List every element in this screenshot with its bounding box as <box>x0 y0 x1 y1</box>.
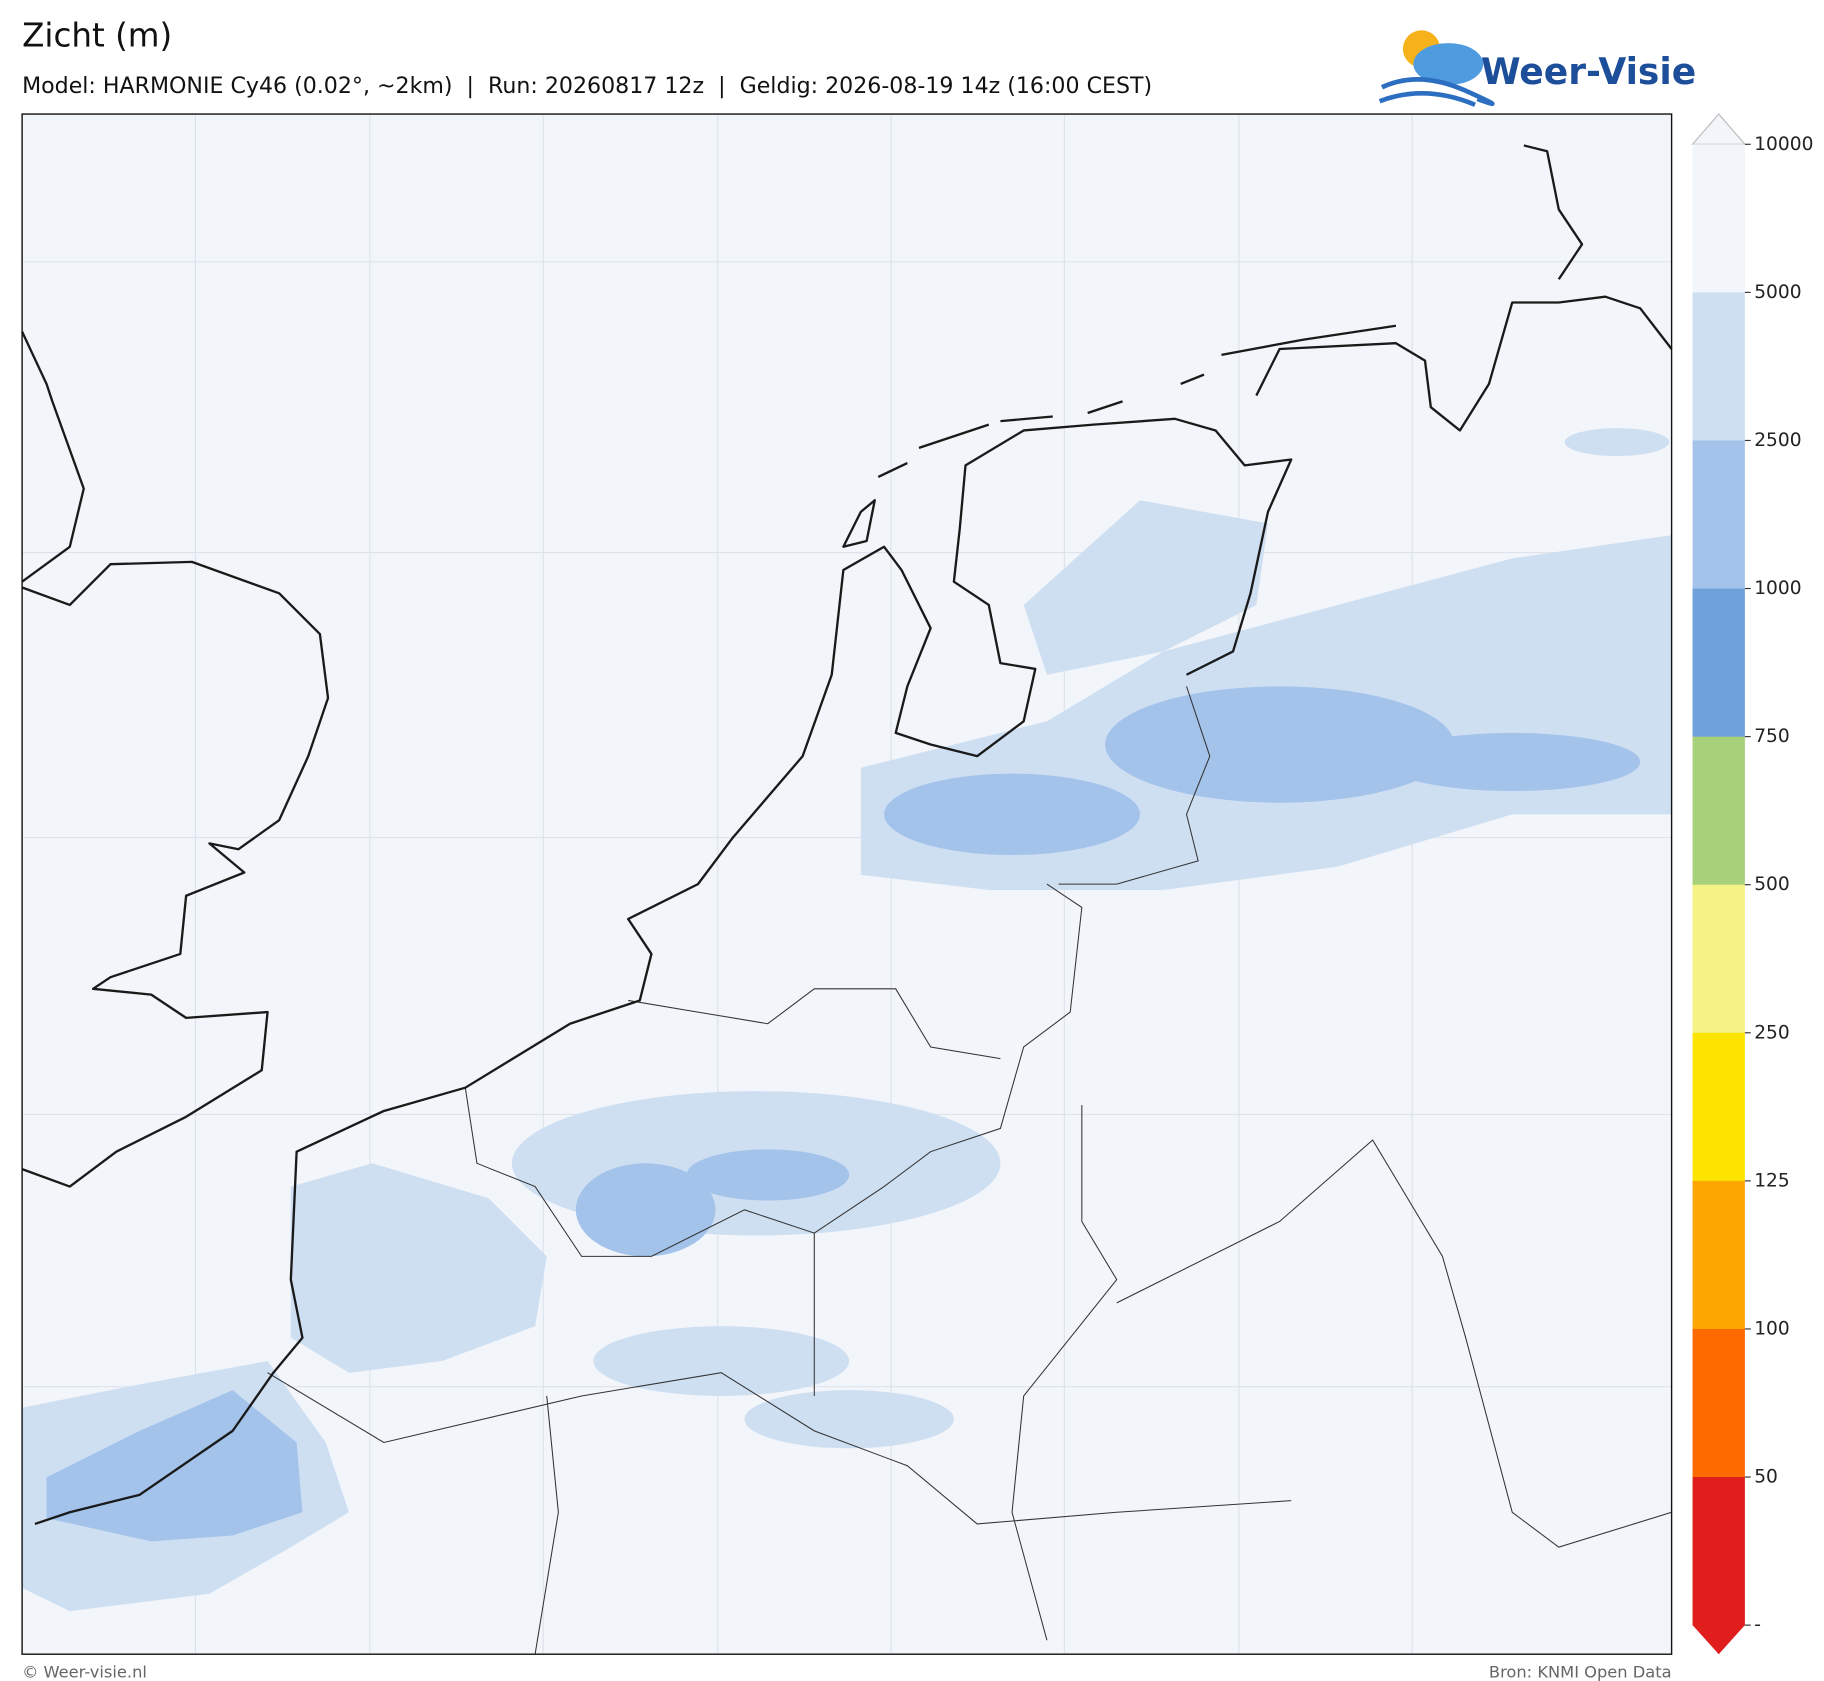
colorbar-label: 500 <box>1754 874 1790 895</box>
subtitle: Model: HARMONIE Cy46 (0.02°, ~2km) | Run… <box>22 73 1152 99</box>
colorbar-segment <box>1692 884 1745 1034</box>
logo-text: Weer-Visie <box>1481 51 1696 93</box>
colorbar-segment <box>1692 1032 1745 1182</box>
colorbar-label: - <box>1754 1615 1761 1636</box>
title: Zicht (m) <box>22 17 172 55</box>
footer-right: Bron: KNMI Open Data <box>1489 1662 1672 1681</box>
colorbar-segment <box>1692 736 1745 886</box>
colorbar-label: 2500 <box>1754 430 1801 451</box>
colorbar-segment <box>1692 588 1745 738</box>
colorbar-label: 100 <box>1754 1318 1790 1339</box>
colorbar-under <box>1692 1625 1745 1655</box>
colorbar-label: 250 <box>1754 1022 1790 1043</box>
colorbar-segment <box>1692 292 1745 442</box>
colorbar-segment <box>1692 1328 1745 1478</box>
colorbar-over <box>1691 113 1747 145</box>
map-frame <box>21 113 1673 1655</box>
colorbar-segment <box>1692 1477 1745 1626</box>
visibility-field <box>22 428 1672 1612</box>
colorbar: 10000 5000 2500 1000 750 500 250 125 100 50 - <box>1691 113 1813 1655</box>
colorbar-segment <box>1692 144 1745 293</box>
colorbar-segment <box>1692 440 1745 590</box>
colorbar-label: 50 <box>1754 1467 1778 1488</box>
colorbar-label: 125 <box>1754 1170 1790 1191</box>
colorbar-label: 750 <box>1754 726 1790 747</box>
logo: Weer-Visie <box>1378 30 1696 107</box>
coastline <box>21 144 1673 1526</box>
colorbar-label: 5000 <box>1754 282 1801 303</box>
colorbar-label: 10000 <box>1754 134 1813 155</box>
footer-left: © Weer-visie.nl <box>22 1662 147 1681</box>
colorbar-segment <box>1692 1180 1745 1330</box>
borders <box>267 686 1672 1655</box>
map <box>21 113 1673 1655</box>
colorbar-label: 1000 <box>1754 578 1801 599</box>
